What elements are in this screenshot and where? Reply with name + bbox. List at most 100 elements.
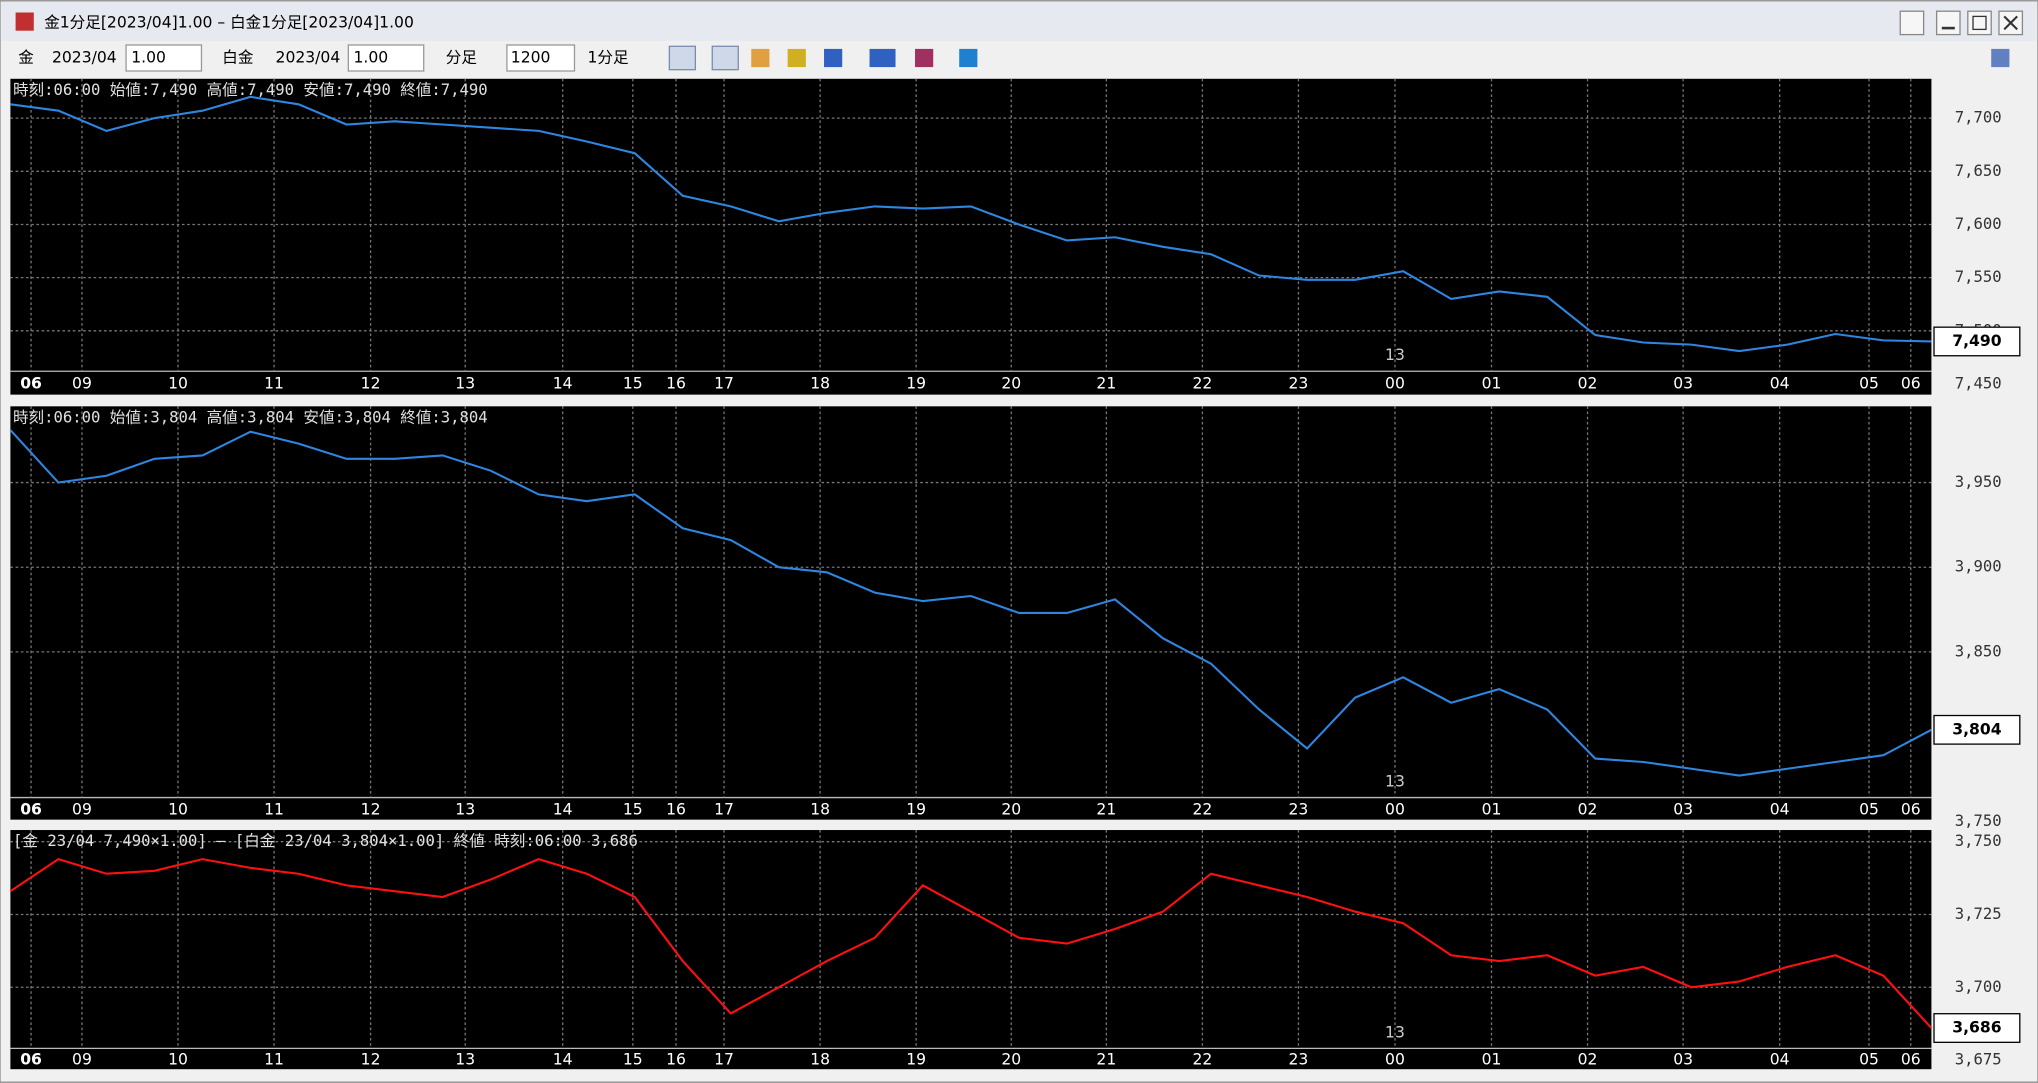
x-tick-label: 00	[1385, 800, 1405, 818]
tool-button[interactable]	[711, 45, 739, 71]
x-tick-label: 02	[1578, 375, 1598, 393]
x-tick-label: 03	[1673, 800, 1693, 818]
x-tick-label: 05	[1859, 1051, 1879, 1069]
x-tick-label: 03	[1673, 1051, 1693, 1069]
x-tick-label: 06	[1901, 375, 1921, 393]
last-value-label: 3,804	[1952, 720, 2001, 738]
y-tick-label: 3,700	[1955, 978, 2002, 996]
x-tick-label: 20	[1001, 375, 1021, 393]
minimize-button[interactable]	[1935, 10, 1961, 36]
last-value-label: 7,490	[1952, 332, 2001, 350]
ratio-input[interactable]	[347, 44, 425, 72]
x-tick-label: 16	[666, 375, 686, 393]
count-input[interactable]	[506, 44, 576, 72]
x-tick-label: 18	[810, 1051, 830, 1069]
x-tick-label: 11	[264, 1051, 284, 1069]
tool-button[interactable]	[751, 48, 770, 68]
y-tick-label: 3,675	[1955, 1051, 2002, 1069]
y-tick-label: 3,750	[1955, 812, 2002, 830]
x-tick-label: 11	[264, 800, 284, 818]
count-value: 1200	[511, 48, 551, 66]
panel-header: 時刻:06:00 始値:3,804 高値:3,804 安値:3,804 終値:3…	[13, 409, 488, 427]
x-tick-label: 22	[1192, 1051, 1212, 1069]
window-buttons	[1899, 10, 2024, 36]
x-tick-label: 19	[906, 1051, 926, 1069]
x-tick-label: 14	[553, 1051, 573, 1069]
x-tick-label: 12	[361, 1051, 381, 1069]
x-tick-label: 19	[906, 800, 926, 818]
tool-button[interactable]	[824, 48, 843, 68]
x-tick-label: 06	[20, 1051, 42, 1069]
y-tick-label: 3,900	[1955, 558, 2002, 576]
date-annotation: 13	[1385, 772, 1405, 790]
x-tick-label: 19	[906, 375, 926, 393]
tool-button[interactable]	[915, 48, 934, 68]
x-tick-label: 05	[1859, 800, 1879, 818]
settings-button[interactable]	[1991, 48, 2010, 68]
last-value-label: 3,686	[1952, 1019, 2001, 1037]
x-tick-label: 18	[810, 375, 830, 393]
x-tick-label: 20	[1001, 800, 1021, 818]
x-tick-label: 10	[168, 375, 188, 393]
x-tick-label: 10	[168, 1051, 188, 1069]
x-tick-label: 21	[1096, 800, 1116, 818]
y-tick-label: 7,650	[1955, 162, 2002, 180]
timeframe-dropdown[interactable]: 1分足	[587, 48, 628, 66]
panel-header: [金 23/04 7,490×1.00] – [白金 23/04 3,804×1…	[13, 832, 638, 850]
tool-button[interactable]	[668, 45, 697, 71]
x-tick-label: 16	[666, 800, 686, 818]
x-tick-label: 22	[1192, 375, 1212, 393]
last-value-box	[1933, 714, 2021, 745]
x-tick-label: 05	[1859, 375, 1879, 393]
month-label: 2023/04	[276, 48, 341, 66]
unit-dropdown[interactable]: 分足	[446, 48, 478, 66]
toolbar-bg	[1, 41, 2037, 75]
x-tick-label: 00	[1385, 375, 1405, 393]
x-tick-label: 11	[264, 375, 284, 393]
x-tick-label: 03	[1673, 375, 1693, 393]
x-tick-label: 15	[623, 1051, 643, 1069]
x-tick-label: 15	[623, 800, 643, 818]
x-tick-label: 06	[1901, 800, 1921, 818]
x-tick-label: 14	[553, 800, 573, 818]
tool-button[interactable]	[959, 48, 978, 68]
ratio-value: 1.00	[131, 48, 166, 66]
x-tick-label: 16	[666, 1051, 686, 1069]
maximize-button[interactable]	[1967, 10, 1992, 36]
y-tick-label: 3,950	[1955, 473, 2002, 491]
x-tick-label: 00	[1385, 1051, 1405, 1069]
restore-button[interactable]	[1899, 10, 1925, 36]
x-tick-label: 13	[455, 800, 475, 818]
x-tick-label: 01	[1482, 1051, 1502, 1069]
x-tick-label: 06	[20, 375, 42, 393]
x-tick-label: 04	[1770, 1051, 1790, 1069]
y-tick-label: 3,725	[1955, 905, 2002, 923]
title-bar	[1, 2, 2037, 42]
x-tick-label: 09	[72, 1051, 92, 1069]
x-tick-label: 18	[810, 800, 830, 818]
x-tick-label: 02	[1578, 800, 1598, 818]
last-value-box	[1933, 326, 2021, 357]
x-tick-label: 04	[1770, 800, 1790, 818]
x-tick-label: 09	[72, 375, 92, 393]
ratio-input[interactable]	[125, 44, 203, 72]
x-tick-label: 01	[1482, 375, 1502, 393]
toolbar: 金 2023/04 1.00 白金 2023/04 1.00 分足 1200 1…	[1, 41, 2037, 75]
panel-header: 時刻:06:00 始値:7,490 高値:7,490 安値:7,490 終値:7…	[13, 81, 488, 99]
x-tick-label: 01	[1482, 800, 1502, 818]
y-tick-label: 7,600	[1955, 215, 2002, 233]
last-value-box	[1933, 1013, 2021, 1043]
x-tick-label: 22	[1192, 800, 1212, 818]
y-tick-label: 7,700	[1955, 109, 2002, 127]
tool-button[interactable]	[787, 48, 806, 68]
x-tick-label: 09	[72, 800, 92, 818]
plot-area	[10, 78, 1932, 395]
x-tick-label: 13	[455, 375, 475, 393]
date-annotation: 13	[1385, 346, 1405, 364]
date-annotation: 13	[1385, 1023, 1405, 1041]
month-label: 2023/04	[52, 48, 117, 66]
tool-button[interactable]	[869, 48, 896, 68]
x-tick-label: 10	[168, 800, 188, 818]
